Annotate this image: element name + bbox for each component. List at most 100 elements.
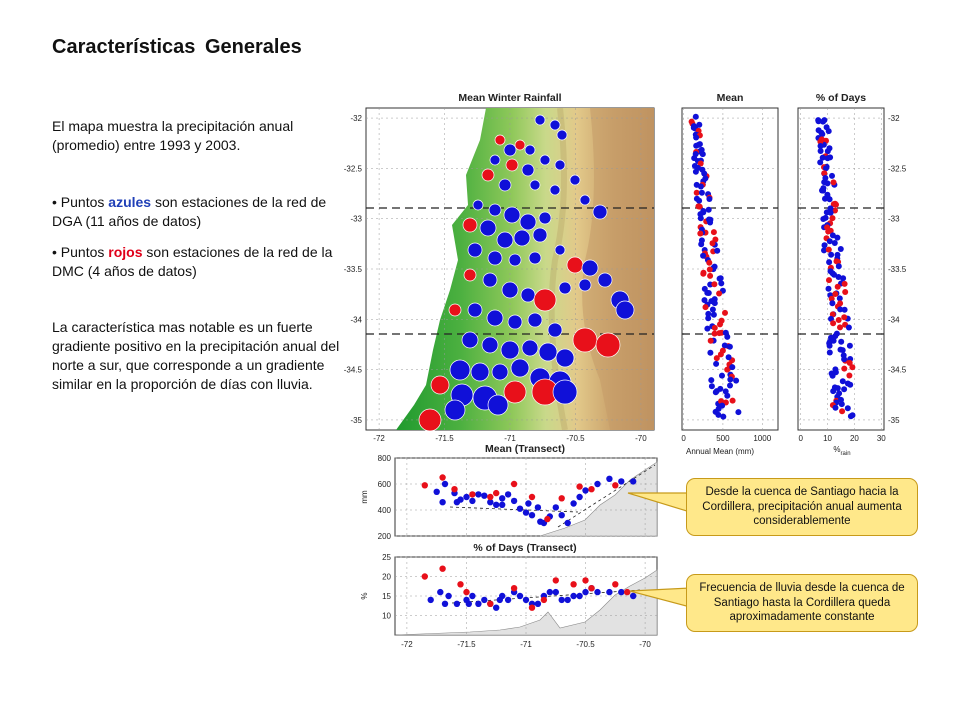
- dga-mean-dot: [701, 170, 708, 177]
- dga-station-dot: [538, 211, 552, 225]
- dmc-station-dot: [463, 268, 477, 282]
- bullet-dga-suffix: son estaciones de la red de DGA (11 años…: [52, 194, 327, 229]
- dmc-transect-dot: [457, 581, 464, 588]
- dga-mean-dot: [692, 113, 699, 120]
- dga-days-dot: [825, 128, 832, 135]
- dga-days-dot: [841, 356, 848, 363]
- dga-days-dot: [817, 159, 824, 166]
- transect-mean-ylabel: mm: [360, 490, 369, 504]
- dmc-transect-dot: [487, 600, 494, 607]
- dga-days-dot: [824, 180, 831, 187]
- dmc-station-dot: [418, 408, 442, 432]
- dga-station-dot: [519, 213, 537, 231]
- dga-station-dot: [503, 143, 517, 157]
- dga-station-dot: [554, 244, 566, 256]
- dmc-transect-dot: [528, 604, 536, 611]
- dmc-days-dot: [842, 289, 849, 295]
- dga-days-dot: [821, 247, 827, 254]
- dga-transect-dot: [439, 499, 446, 506]
- dga-transect-dot: [576, 592, 583, 600]
- dga-transect-dot: [453, 600, 461, 607]
- dmc-station-dot: [566, 256, 584, 274]
- dga-transect-dot: [630, 478, 637, 485]
- dga-days-dot: [836, 295, 843, 302]
- dga-transect-dot: [558, 512, 565, 519]
- map-xtick: -71.5: [435, 434, 454, 443]
- dga-transect-dot: [463, 493, 470, 501]
- dga-transect-dot: [618, 478, 625, 485]
- dga-station-dot: [489, 154, 501, 166]
- conclusion-paragraph: La característica mas notable es un fuer…: [52, 319, 340, 392]
- dmc-mean-dot: [707, 337, 714, 344]
- dmc-days-dot: [825, 246, 832, 253]
- dmc-mean-dot: [722, 309, 728, 316]
- transect-days-xtick: -72: [401, 640, 413, 649]
- dga-days-dot: [828, 251, 835, 258]
- dga-station-dot: [558, 281, 572, 295]
- days-grid: 0 10 20 30 -32 -32.5 -33 -33.5 -34 -34.5 -35: [798, 108, 907, 443]
- mean-xtick: 0: [681, 434, 686, 443]
- dga-days-dot: [841, 386, 848, 393]
- callout-rainfall: Desde la cuenca de Santiago hacia la Cor…: [686, 478, 918, 536]
- dga-transect-dot: [618, 588, 625, 596]
- dga-transect-dot: [594, 588, 601, 596]
- dmc-mean-dot: [711, 330, 718, 337]
- dga-transect-dot: [564, 596, 571, 604]
- dga-mean-dot: [707, 349, 714, 356]
- dga-mean-dot: [705, 315, 712, 322]
- dga-station-dot: [482, 272, 498, 288]
- dga-days-dot: [830, 388, 837, 395]
- dga-mean-dot: [713, 360, 720, 367]
- dga-mean-dot: [701, 297, 708, 304]
- map-ytick: -32.5: [344, 164, 363, 173]
- mean-xtick: 1000: [753, 434, 771, 443]
- dga-mean-dot: [695, 141, 702, 148]
- dga-station-dot: [534, 114, 546, 126]
- dga-transect-dot: [558, 596, 565, 604]
- dga-station-dot: [461, 331, 479, 349]
- dga-station-dot: [487, 394, 509, 416]
- dga-station-dot: [554, 159, 566, 171]
- dga-days-dot: [826, 259, 833, 266]
- dga-mean-dot: [705, 290, 712, 296]
- dga-days-dot: [826, 238, 833, 245]
- dga-mean-dot: [696, 197, 703, 204]
- dga-days-dot: [837, 246, 844, 252]
- transect-days-dots: [421, 565, 637, 611]
- bullet-dmc: • Puntos rojos son estaciones de la red …: [52, 243, 352, 281]
- days-ytick: -32.5: [888, 164, 907, 173]
- dmc-mean-dot: [711, 324, 718, 331]
- dmc-transect-dot: [451, 486, 458, 493]
- dga-days-dot: [835, 263, 842, 270]
- bullet-dga-prefix: • Puntos: [52, 194, 109, 210]
- map-ytick: -35: [350, 416, 362, 425]
- dga-days-dot: [831, 240, 838, 246]
- dmc-mean-dot: [697, 230, 704, 237]
- days-xtick: 20: [850, 434, 859, 443]
- dga-days-dot: [838, 338, 845, 345]
- days-dots: [815, 117, 856, 420]
- map-ytick: -32: [350, 114, 362, 123]
- dga-station-dot: [597, 272, 613, 288]
- dga-mean-dot: [709, 306, 716, 313]
- dga-days-dot: [827, 205, 834, 212]
- dga-transect-dot: [465, 600, 472, 607]
- transect-mean-title: Mean (Transect): [485, 443, 565, 455]
- dga-mean-dot: [729, 364, 736, 371]
- dmc-transect-dot: [493, 489, 500, 497]
- dga-days-dot: [839, 378, 846, 385]
- dmc-station-dot: [505, 158, 519, 172]
- dmc-mean-dot: [724, 366, 731, 373]
- dga-transect-dot: [570, 500, 577, 507]
- transect-mean-dots: [421, 474, 637, 527]
- dga-days-dot: [822, 195, 828, 202]
- dga-station-dot: [539, 154, 551, 166]
- dga-days-dot: [835, 274, 842, 280]
- dga-station-dot: [549, 184, 561, 196]
- dga-days-dot: [834, 385, 841, 392]
- dga-transect-dot: [594, 480, 601, 488]
- dmc-transect-dot: [463, 588, 470, 596]
- dmc-mean-dot: [717, 351, 724, 358]
- dmc-mean-dot: [696, 203, 703, 210]
